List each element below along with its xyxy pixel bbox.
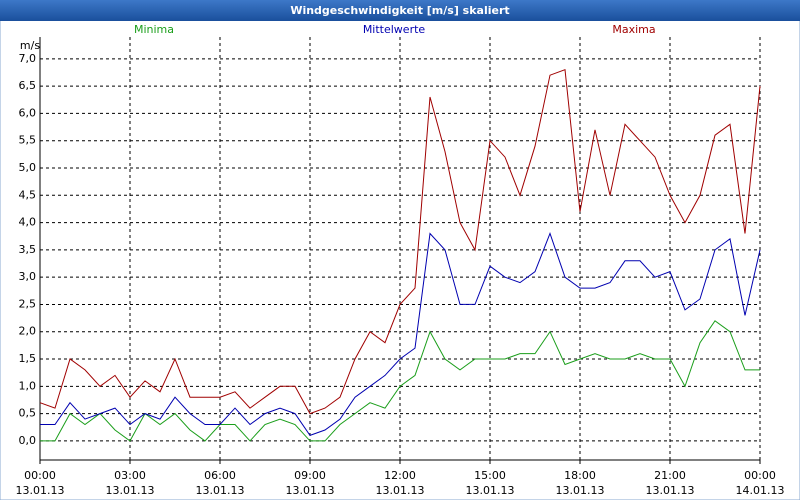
- y-tick-label: 5,5: [19, 134, 37, 147]
- y-tick-label: 0,0: [19, 434, 37, 447]
- x-tick-label: 21:00: [654, 469, 686, 482]
- y-tick-label: 1,5: [19, 352, 37, 365]
- x-tick-label: 09:00: [294, 469, 326, 482]
- y-tick-label: 4,0: [19, 216, 37, 229]
- y-tick-label: 4,5: [19, 188, 37, 201]
- x-tick-date: 13.01.13: [196, 484, 245, 497]
- x-tick-label: 00:00: [24, 469, 56, 482]
- x-tick-date: 13.01.13: [646, 484, 695, 497]
- title-bar: [0, 0, 800, 21]
- x-tick-label: 06:00: [204, 469, 236, 482]
- series-line: [40, 232, 761, 437]
- chart-title: Windgeschwindigkeit [m/s] skaliert: [290, 4, 509, 17]
- x-tick-date: 13.01.13: [376, 484, 425, 497]
- series-line: [40, 320, 760, 442]
- x-tick-date: 14.01.13: [736, 484, 785, 497]
- y-tick-label: 0,5: [19, 407, 37, 420]
- y-tick-label: 6,0: [19, 106, 37, 119]
- x-tick-date: 13.01.13: [106, 484, 155, 497]
- x-tick-date: 13.01.13: [466, 484, 515, 497]
- legend-entry: Maxima: [612, 23, 655, 36]
- y-tick-label: 5,0: [19, 161, 37, 174]
- y-unit: m/s: [20, 39, 40, 52]
- x-tick-label: 12:00: [384, 469, 416, 482]
- y-tick-label: 6,5: [19, 79, 37, 92]
- legend-entry: Minima: [134, 23, 174, 36]
- x-tick-date: 13.01.13: [556, 484, 605, 497]
- y-tick-label: 2,5: [19, 297, 37, 310]
- legend-entry: Mittelwerte: [363, 23, 426, 36]
- series-line: [39, 69, 761, 415]
- x-tick-label: 15:00: [474, 469, 506, 482]
- x-tick-label: 00:00: [744, 469, 776, 482]
- y-tick-label: 7,0: [19, 52, 37, 65]
- y-tick-label: 3,0: [19, 270, 37, 283]
- x-tick-date: 13.01.13: [286, 484, 335, 497]
- y-tick-label: 3,5: [19, 243, 37, 256]
- x-tick-label: 03:00: [114, 469, 146, 482]
- y-tick-label: 2,0: [19, 325, 37, 338]
- x-tick-label: 18:00: [564, 469, 596, 482]
- y-tick-label: 1,0: [19, 379, 37, 392]
- x-tick-date: 13.01.13: [16, 484, 65, 497]
